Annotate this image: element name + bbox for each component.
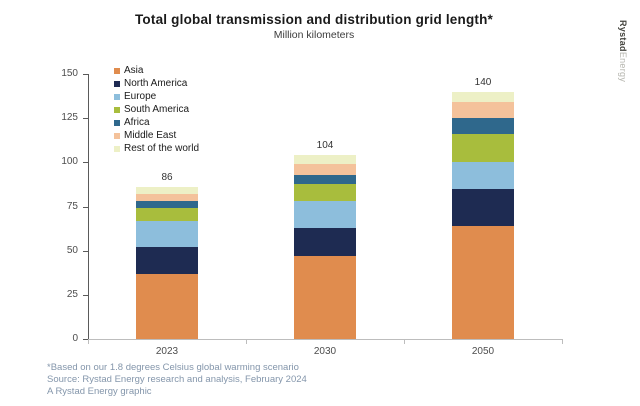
legend-label: North America (124, 78, 188, 89)
chart-subtitle: Million kilometers (273, 29, 355, 41)
logo-text-energy: Energy (618, 51, 628, 83)
x-axis-line (88, 339, 563, 340)
legend-color-chip (114, 93, 120, 100)
legend-item-europe: Europe (114, 90, 199, 103)
y-axis-tick (83, 339, 88, 340)
bar-segment-africa-2030 (294, 174, 356, 184)
x-axis-tick (562, 340, 563, 344)
legend: Asia North America Europe South America Afri… (114, 64, 199, 155)
bar-segment-middle-east-2030 (294, 164, 356, 175)
bar-segment-africa-2023 (136, 201, 198, 209)
bar-segment-south-america-2050 (452, 134, 514, 163)
y-axis-tick (83, 118, 88, 120)
y-axis-tick-label: 0 (72, 333, 78, 344)
bar-segment-europe-2030 (294, 201, 356, 228)
y-axis-tick-label: 125 (61, 112, 78, 124)
bar-segment-rest-of-the-world-2023 (136, 187, 198, 195)
legend-color-chip (114, 145, 120, 152)
y-axis-tick (83, 250, 88, 252)
legend-item-middle-east: Middle East (114, 129, 199, 142)
bar-segment-europe-2050 (452, 162, 514, 189)
x-axis-category-label-2050: 2050 (471, 346, 495, 357)
credit-line: A Rystad Energy graphic (47, 386, 152, 397)
legend-color-chip (114, 132, 120, 139)
bar-segment-north-america-2050 (452, 188, 514, 226)
bar-segment-asia-2023 (136, 273, 198, 339)
bar-total-label-2023: 86 (161, 172, 173, 184)
y-axis-tick-label: 150 (61, 68, 78, 79)
x-axis-category-label-2023: 2023 (155, 346, 179, 357)
x-axis-category-label-2030: 2030 (313, 346, 337, 357)
legend-item-africa: Africa (114, 116, 199, 129)
x-axis-tick (246, 340, 247, 344)
legend-label: Europe (124, 91, 157, 102)
legend-item-north-america: North America (114, 77, 199, 90)
y-axis-tick-label: 25 (66, 288, 78, 300)
legend-color-chip (114, 119, 120, 126)
bar-segment-africa-2050 (452, 118, 514, 135)
footer: *Based on our 1.8 degrees Celsius global… (47, 362, 307, 398)
bar-segment-asia-2050 (452, 225, 514, 339)
bar-segment-south-america-2030 (294, 183, 356, 202)
bar-segment-europe-2023 (136, 220, 198, 248)
x-axis-tick (404, 340, 405, 344)
bar-segment-south-america-2023 (136, 208, 198, 221)
y-axis-tick (83, 74, 88, 75)
source-line: Source: Rystad Energy research and analy… (47, 374, 307, 385)
bar-segment-middle-east-2050 (452, 102, 514, 119)
legend-color-chip (114, 67, 120, 74)
legend-color-chip (114, 106, 120, 113)
legend-item-asia: Asia (114, 64, 199, 77)
rystad-energy-logo: RystadEnergy (618, 20, 628, 82)
y-axis-tick (83, 162, 88, 164)
footnote-scenario: *Based on our 1.8 degrees Celsius global… (47, 362, 299, 373)
bar-segment-north-america-2023 (136, 247, 198, 274)
bar-segment-north-america-2030 (294, 227, 356, 256)
y-axis-tick (83, 294, 88, 296)
bar-segment-rest-of-the-world-2050 (452, 91, 514, 103)
legend-item-rest-of-the-world: Rest of the world (114, 142, 199, 155)
legend-label: South America (124, 104, 190, 115)
legend-label: Asia (124, 65, 144, 76)
bar-total-label-2050: 140 (474, 76, 492, 88)
y-axis-tick-label: 50 (66, 244, 78, 256)
logo-text-rystad: Rystad (618, 20, 628, 52)
legend-item-south-america: South America (114, 103, 199, 116)
bar-segment-asia-2030 (294, 255, 356, 339)
y-axis-tick-label: 100 (61, 156, 78, 168)
legend-color-chip (114, 80, 120, 87)
y-axis-tick (83, 206, 88, 208)
bar-segment-middle-east-2023 (136, 194, 198, 202)
bar-total-label-2030: 104 (316, 140, 334, 152)
bar-segment-rest-of-the-world-2030 (294, 155, 356, 165)
legend-label: Middle East (124, 130, 177, 141)
legend-label: Rest of the world (124, 143, 200, 154)
chart-title: Total global transmission and distributi… (134, 12, 493, 27)
y-axis-line (88, 74, 89, 339)
x-axis-tick (88, 340, 89, 344)
y-axis-tick-label: 75 (66, 200, 78, 212)
legend-label: Africa (124, 117, 150, 128)
